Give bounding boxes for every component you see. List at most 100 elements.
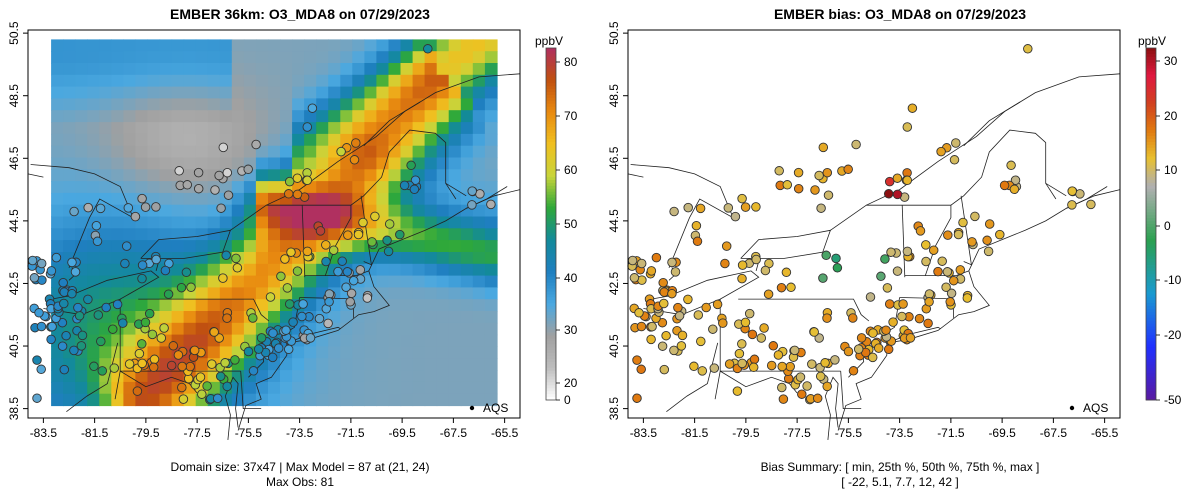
aqs-bias-marker — [999, 180, 1010, 191]
ozone-grid-cell — [484, 63, 498, 76]
aqs-site-marker — [96, 336, 106, 347]
y-axis-ticks: 38.540.542.544.546.548.550.5 — [7, 21, 28, 420]
ozone-grid-cell — [195, 74, 209, 88]
ozone-grid-cell — [304, 275, 317, 288]
y-tick-label: 38.5 — [7, 397, 21, 421]
ozone-grid-cell — [316, 63, 329, 76]
ozone-grid-cell — [87, 86, 100, 99]
ozone-grid-cell — [231, 275, 245, 288]
aqs-site-marker — [358, 217, 368, 228]
colorbar-segment — [546, 92, 556, 96]
ozone-grid-cell — [304, 157, 317, 170]
aqs-bias-marker — [843, 346, 854, 357]
x-tick-label: -71.5 — [937, 426, 965, 440]
aqs-bias-marker — [823, 190, 834, 200]
colorbar-tick-label: -20 — [1164, 328, 1182, 342]
ozone-grid-cell — [412, 322, 426, 336]
aqs-bias-marker — [634, 308, 644, 318]
aqs-legend-dot — [469, 405, 475, 411]
aqs-site-marker — [193, 183, 204, 194]
ozone-grid-cell — [255, 240, 269, 253]
colorbar-segment — [1146, 262, 1156, 266]
colorbar-segment — [546, 121, 556, 125]
ozone-grid-cell — [207, 263, 221, 277]
boundary-line — [963, 101, 1021, 147]
ozone-grid-cell — [376, 39, 390, 52]
colorbar-segment — [546, 48, 556, 52]
ozone-grid-cell — [195, 216, 209, 229]
ozone-grid-cell — [87, 192, 100, 206]
ozone-grid-cell — [280, 228, 293, 241]
aqs-site-marker — [337, 256, 347, 266]
colorbar-segment — [546, 197, 556, 201]
colorbar-segment — [1146, 86, 1156, 90]
aqs-site-marker — [220, 358, 230, 368]
aqs-site-marker — [73, 302, 83, 313]
ozone-grid-cell — [316, 157, 329, 170]
ozone-grid-cell — [436, 263, 450, 277]
ozone-grid-cell — [316, 334, 329, 347]
ozone-grid-cell — [460, 299, 474, 312]
colorbar-segment — [546, 97, 556, 102]
colorbar-segment — [546, 215, 556, 219]
boundary-line — [738, 298, 870, 322]
aqs-bias-marker — [657, 341, 668, 351]
ozone-grid-cell — [328, 133, 341, 147]
ozone-grid-cell — [111, 240, 124, 253]
colorbar-segment — [1146, 344, 1156, 348]
ozone-grid-cell — [51, 240, 64, 253]
aqs-site-marker — [93, 310, 104, 320]
aqs-bias-marker — [636, 258, 647, 269]
colorbar-segment — [1146, 247, 1156, 251]
ozone-grid-cell — [400, 204, 414, 218]
ozone-grid-cell — [472, 393, 486, 407]
ozone-grid-cell — [352, 358, 365, 371]
ozone-grid-cell — [304, 228, 317, 241]
aqs-bias-marker — [941, 282, 951, 292]
ozone-grid-cell — [75, 39, 88, 52]
ozone-grid-cell — [111, 393, 124, 407]
right-panel-title: EMBER bias: O3_MDA8 on 07/29/2023 — [773, 6, 1027, 22]
ozone-grid-cell — [460, 240, 474, 253]
colorbar-segment — [546, 221, 556, 225]
x-tick-label: -71.5 — [337, 426, 365, 440]
colorbar-segment — [1146, 226, 1156, 231]
aqs-site-marker — [97, 366, 108, 376]
colorbar-segment — [1146, 221, 1156, 225]
colorbar-segment — [1146, 165, 1156, 169]
ozone-grid-cell — [255, 169, 269, 182]
ozone-grid-cell — [63, 122, 76, 135]
ozone-grid-cell — [159, 86, 173, 99]
aqs-bias-marker — [822, 167, 833, 178]
aqs-bias-marker — [851, 139, 861, 150]
ozone-grid-cell — [400, 86, 414, 99]
aqs-bias-marker — [691, 220, 702, 231]
colorbar-segment — [546, 314, 556, 319]
ozone-grid-cell — [292, 98, 305, 111]
colorbar-segment — [546, 156, 556, 160]
colorbar-segment — [546, 350, 556, 354]
aqs-bias-marker — [795, 372, 806, 382]
colorbar-segment — [546, 382, 556, 386]
ozone-grid-cell — [400, 263, 414, 277]
aqs-site-marker — [51, 252, 62, 263]
ozone-grid-cell — [123, 145, 137, 159]
ozone-grid-cell — [123, 346, 137, 359]
ozone-grid-cell — [255, 51, 269, 64]
aqs-bias-marker — [886, 247, 896, 257]
ozone-grid-cell — [364, 393, 378, 407]
ozone-grid-cell — [376, 358, 390, 371]
aqs-bias-marker — [830, 355, 840, 365]
ozone-grid-cell — [304, 346, 317, 359]
aqs-site-marker — [163, 289, 174, 299]
ozone-grid-cell — [159, 370, 173, 383]
ozone-grid-cell — [207, 311, 221, 324]
aqs-bias-marker — [756, 333, 767, 343]
ozone-grid-cell — [51, 98, 64, 111]
ozone-grid-cell — [75, 63, 88, 76]
boundary-line — [224, 376, 239, 440]
ozone-grid-cell — [304, 39, 317, 52]
aqs-site-marker — [409, 184, 420, 195]
ozone-grid-cell — [412, 122, 426, 135]
aqs-site-marker — [83, 294, 93, 305]
